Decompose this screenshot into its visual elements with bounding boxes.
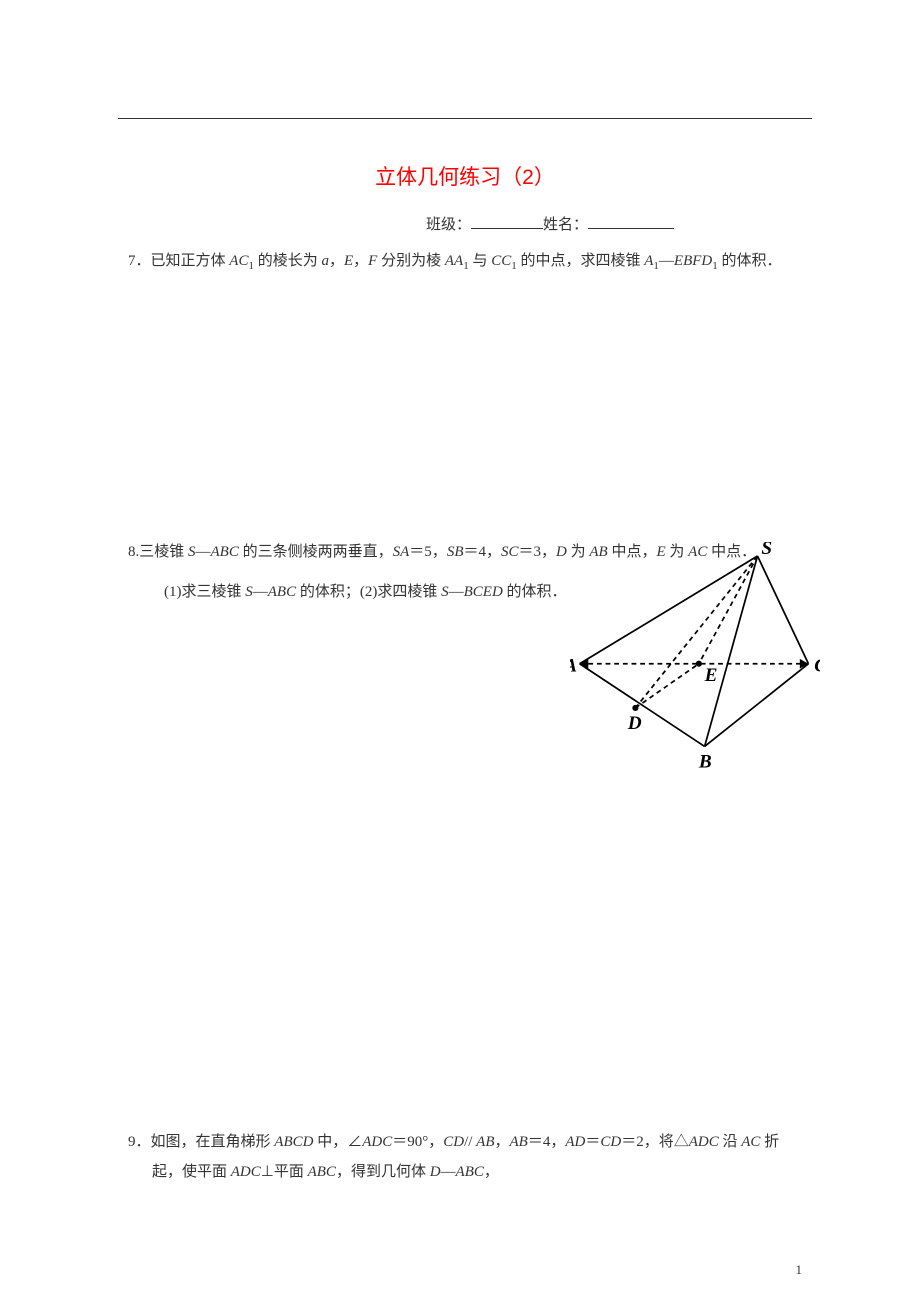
- p7-f: F: [368, 253, 377, 269]
- p7-text-b: 的棱长为: [254, 253, 322, 269]
- svg-text:C: C: [814, 655, 820, 676]
- p7-text-f: 与: [469, 253, 492, 269]
- p9-tc: ＝90°，: [392, 1134, 443, 1150]
- svg-text:D: D: [627, 713, 642, 734]
- p7-text-h: —: [659, 253, 674, 269]
- p9-tm: —: [441, 1164, 456, 1180]
- p8-q1b: —: [253, 584, 268, 600]
- p8-eq1: ＝5，: [409, 544, 447, 560]
- p8-sb: SB: [447, 544, 464, 560]
- p9-tn: ，: [484, 1164, 499, 1180]
- p7-a: a: [321, 253, 329, 269]
- p9-tg: ＝: [585, 1134, 600, 1150]
- p9-d2: D: [430, 1164, 441, 1180]
- p8-l1c: 的三条侧棱两两垂直，: [239, 544, 393, 560]
- p8-l1a: 三棱锥: [139, 544, 188, 560]
- p8-l1b: —: [196, 544, 211, 560]
- p9-ta: 如图，在直角梯形: [151, 1134, 275, 1150]
- p7-text-i: 的体积．: [718, 253, 782, 269]
- p8-q1a: (1)求三棱锥: [164, 584, 245, 600]
- p7-text-c: ，: [329, 253, 344, 269]
- p9-adc3: ADC: [231, 1164, 261, 1180]
- p7-e: E: [344, 253, 353, 269]
- p8-eq3: ＝3，: [519, 544, 557, 560]
- p7-cc1: CC: [491, 253, 511, 269]
- p9-tf: ＝4，: [528, 1134, 566, 1150]
- p8-sa: SA: [393, 544, 410, 560]
- class-blank: [471, 228, 543, 229]
- p8-d: D: [556, 544, 567, 560]
- problem-7: 7．已知正方体 AC1 的棱长为 a，E，F 分别为棱 AA1 与 CC1 的中…: [128, 246, 802, 277]
- p9-ab2: AB: [510, 1134, 528, 1150]
- class-name-row: 班级： 姓名：: [128, 213, 802, 234]
- problem-9: 9．如图，在直角梯形 ABCD 中，∠ADC＝90°，CD// AB，AB＝4，…: [128, 1127, 802, 1187]
- p8-s: S: [188, 544, 196, 560]
- p8-sc: SC: [501, 544, 519, 560]
- document-title: 立体几何练习（2）: [128, 161, 802, 191]
- p8-number: 8.: [128, 544, 139, 560]
- p9-tk: ⊥平面: [261, 1164, 308, 1180]
- p9-abc2: ABC: [308, 1164, 336, 1180]
- p8-abc: ABC: [211, 544, 239, 560]
- class-label: 班级：: [426, 217, 471, 233]
- p9-abc3: ABC: [456, 1164, 484, 1180]
- p7-ebfd1: EBFD: [674, 253, 712, 269]
- p8-q1c: 的体积；: [296, 584, 360, 600]
- p7-ac1: AC: [229, 253, 248, 269]
- p8-q1-abc: ABC: [268, 584, 296, 600]
- p7-text-a: 已知正方体: [151, 253, 230, 269]
- p9-ab: AB: [476, 1134, 494, 1150]
- p9-tb: 中，∠: [313, 1134, 362, 1150]
- p9-adc2: ADC: [689, 1134, 719, 1150]
- p8-q2-s: S: [441, 584, 449, 600]
- page-number: 1: [796, 1262, 803, 1278]
- p9-th: ＝2，将△: [621, 1134, 689, 1150]
- p7-number: 7．: [128, 253, 151, 269]
- p9-tl: ，得到几何体: [336, 1164, 430, 1180]
- p9-te: ，: [494, 1134, 509, 1150]
- p9-cd: CD: [443, 1134, 464, 1150]
- name-blank: [588, 228, 674, 229]
- p9-adc: ADC: [362, 1134, 392, 1150]
- p7-aa1: AA: [445, 253, 463, 269]
- p9-td: //: [464, 1134, 476, 1150]
- p7-text-e: 分别为棱: [377, 253, 445, 269]
- p9-cd2: CD: [600, 1134, 621, 1150]
- p9-ti: 沿: [719, 1134, 742, 1150]
- p8-q2c: 的体积．: [503, 584, 567, 600]
- p8-q2a: (2)求四棱锥: [360, 584, 441, 600]
- p8-eq2: ＝4，: [463, 544, 501, 560]
- svg-text:B: B: [698, 752, 712, 772]
- svg-text:A: A: [570, 655, 577, 676]
- p8-q2b: —: [449, 584, 464, 600]
- svg-text:S: S: [761, 542, 772, 559]
- name-label: 姓名：: [543, 217, 588, 233]
- p7-text-d: ，: [353, 253, 368, 269]
- p9-abcd: ABCD: [274, 1134, 313, 1150]
- p8-q1-s: S: [245, 584, 253, 600]
- problem-8-diagram: S A C B E D: [570, 542, 820, 772]
- p9-ac2: AC: [741, 1134, 760, 1150]
- p9-ad: AD: [565, 1134, 585, 1150]
- svg-text:E: E: [704, 665, 718, 686]
- top-rule: [118, 118, 812, 119]
- p8-q2-bced: BCED: [464, 584, 503, 600]
- p9-number: 9．: [128, 1134, 151, 1150]
- p7-text-g: 的中点，求四棱锥: [517, 253, 645, 269]
